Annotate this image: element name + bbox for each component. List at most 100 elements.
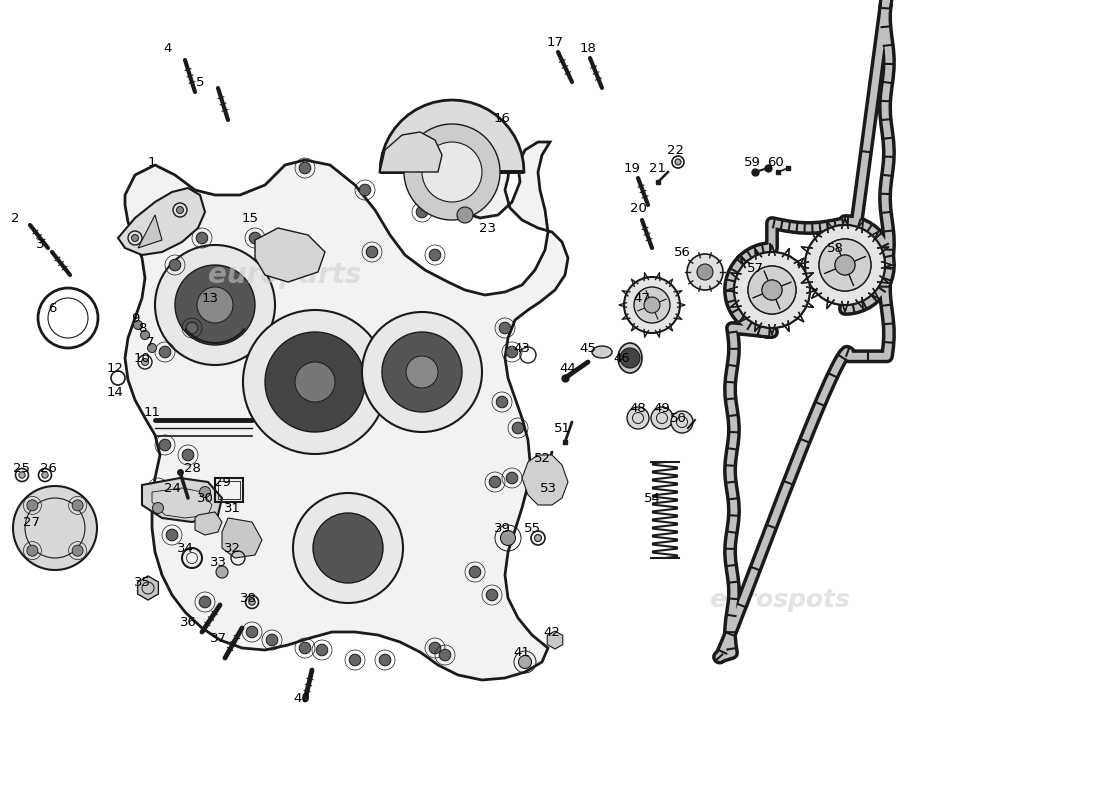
- Circle shape: [506, 472, 518, 484]
- Text: 31: 31: [223, 502, 241, 514]
- Circle shape: [160, 346, 170, 358]
- Text: 57: 57: [747, 262, 763, 274]
- Circle shape: [299, 642, 311, 654]
- Text: 41: 41: [514, 646, 530, 658]
- Text: europarts: europarts: [208, 261, 362, 289]
- Circle shape: [186, 322, 198, 334]
- Bar: [214, 478, 243, 502]
- Circle shape: [183, 450, 194, 461]
- Circle shape: [748, 266, 796, 314]
- Circle shape: [416, 206, 428, 218]
- Circle shape: [265, 332, 365, 432]
- Circle shape: [160, 439, 170, 451]
- Circle shape: [246, 626, 257, 638]
- Polygon shape: [138, 215, 162, 248]
- Circle shape: [360, 184, 371, 196]
- Polygon shape: [255, 228, 324, 282]
- Text: 21: 21: [649, 162, 667, 174]
- Circle shape: [762, 280, 782, 300]
- Circle shape: [624, 277, 680, 333]
- Text: 13: 13: [201, 291, 219, 305]
- Circle shape: [42, 472, 48, 478]
- Text: 12: 12: [107, 362, 123, 374]
- Circle shape: [153, 502, 164, 514]
- Text: 26: 26: [40, 462, 56, 474]
- Circle shape: [175, 265, 255, 345]
- Circle shape: [197, 287, 233, 323]
- Circle shape: [518, 655, 531, 669]
- Circle shape: [152, 482, 164, 494]
- Circle shape: [141, 330, 150, 339]
- Text: 32: 32: [223, 542, 241, 554]
- Polygon shape: [195, 512, 222, 535]
- Circle shape: [506, 346, 518, 358]
- Text: 42: 42: [543, 626, 560, 638]
- Text: 22: 22: [667, 143, 683, 157]
- Circle shape: [362, 312, 482, 432]
- Circle shape: [289, 239, 300, 250]
- Circle shape: [147, 343, 156, 353]
- Text: 36: 36: [179, 615, 197, 629]
- Circle shape: [429, 250, 441, 261]
- Circle shape: [456, 207, 473, 223]
- Circle shape: [734, 252, 810, 328]
- Circle shape: [634, 287, 670, 323]
- Text: 51: 51: [553, 422, 571, 434]
- Text: 25: 25: [13, 462, 31, 474]
- Text: 30: 30: [197, 491, 213, 505]
- Text: 33: 33: [209, 555, 227, 569]
- Circle shape: [762, 280, 782, 300]
- Text: 55: 55: [524, 522, 540, 534]
- Circle shape: [470, 566, 481, 578]
- Text: 58: 58: [826, 242, 844, 254]
- Text: 56: 56: [673, 246, 691, 258]
- Text: 23: 23: [480, 222, 496, 234]
- Text: 59: 59: [744, 155, 760, 169]
- Circle shape: [439, 650, 451, 661]
- Circle shape: [382, 332, 462, 412]
- Circle shape: [675, 159, 681, 165]
- Circle shape: [496, 396, 508, 408]
- Text: 29: 29: [213, 475, 230, 489]
- Circle shape: [169, 259, 180, 270]
- Text: 38: 38: [240, 591, 256, 605]
- Text: 5: 5: [196, 75, 205, 89]
- Text: 37: 37: [209, 631, 227, 645]
- Text: 50: 50: [670, 411, 686, 425]
- Text: 3: 3: [35, 238, 44, 251]
- Circle shape: [73, 545, 84, 556]
- Polygon shape: [222, 518, 262, 558]
- Circle shape: [366, 246, 377, 258]
- Circle shape: [316, 644, 328, 656]
- Circle shape: [644, 297, 660, 313]
- Text: 46: 46: [614, 351, 630, 365]
- Circle shape: [26, 545, 37, 556]
- Circle shape: [820, 239, 871, 291]
- Circle shape: [671, 411, 693, 433]
- Circle shape: [535, 534, 541, 542]
- Text: 6: 6: [47, 302, 56, 314]
- Circle shape: [349, 654, 361, 666]
- Text: 34: 34: [177, 542, 194, 554]
- Text: 10: 10: [133, 351, 151, 365]
- Circle shape: [627, 407, 649, 429]
- Circle shape: [199, 596, 211, 608]
- Polygon shape: [379, 132, 442, 172]
- Polygon shape: [379, 100, 524, 172]
- Circle shape: [142, 358, 148, 366]
- Text: 7: 7: [145, 335, 154, 349]
- Polygon shape: [142, 478, 222, 522]
- Text: 19: 19: [624, 162, 640, 174]
- Circle shape: [266, 634, 278, 646]
- Text: 16: 16: [494, 111, 510, 125]
- Circle shape: [422, 142, 482, 202]
- Circle shape: [216, 566, 228, 578]
- Text: 28: 28: [184, 462, 200, 474]
- Polygon shape: [118, 188, 205, 255]
- Circle shape: [299, 162, 311, 174]
- Circle shape: [820, 239, 871, 291]
- Circle shape: [805, 225, 886, 305]
- Circle shape: [176, 206, 184, 214]
- Circle shape: [166, 530, 178, 541]
- Circle shape: [620, 348, 640, 368]
